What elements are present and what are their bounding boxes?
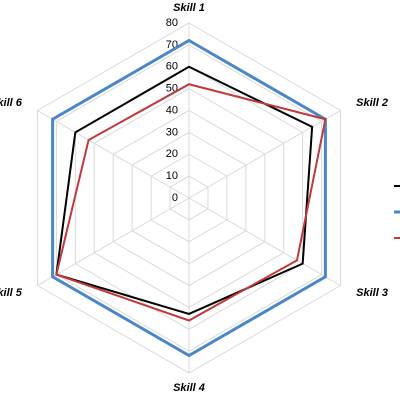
spoke [188,110,341,199]
spoke [37,110,190,199]
series-line [55,83,327,322]
r-tick-label: 0 [172,192,178,204]
category-label: Skill 2 [356,97,388,109]
category-label: Skill 3 [356,287,388,299]
category-label: Skill 5 [0,287,23,299]
series-line [55,65,314,316]
r-tick-label: 20 [166,148,178,160]
r-tick-label: 60 [166,61,178,73]
category-label: Skill 6 [0,97,23,109]
spoke [188,197,341,286]
r-tick-label: 40 [166,104,178,116]
category-label: Skill 4 [173,382,205,394]
r-tick-label: 10 [166,170,178,182]
r-tick-label: 30 [166,126,178,138]
r-tick-label: 80 [166,17,178,29]
category-label: Skill 1 [173,2,205,14]
spoke [37,197,190,286]
